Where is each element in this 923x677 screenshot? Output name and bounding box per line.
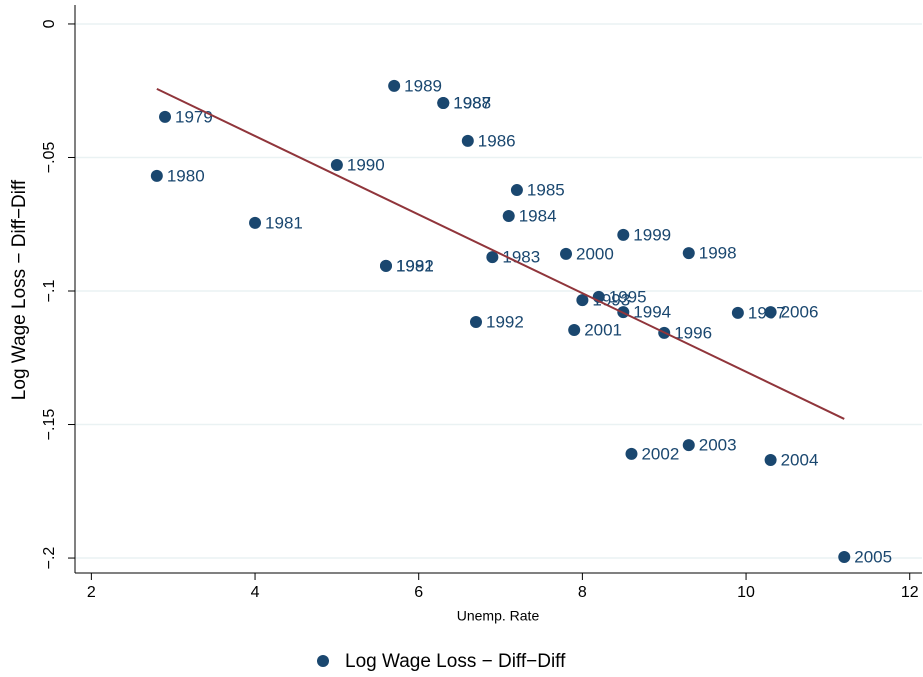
x-tick-label: 10 xyxy=(737,584,755,601)
point-label: 1986 xyxy=(478,131,516,150)
point xyxy=(469,315,482,328)
point xyxy=(576,294,589,307)
point-label: 2006 xyxy=(781,303,819,322)
point-label: 2004 xyxy=(781,451,819,470)
point-label: 1987 xyxy=(453,93,491,112)
point xyxy=(379,259,392,272)
point-label: 1988 xyxy=(453,93,491,112)
legend-marker xyxy=(317,655,329,667)
point xyxy=(461,134,474,147)
point xyxy=(617,228,630,241)
point-label: 1991 xyxy=(396,256,434,275)
point-label: 2005 xyxy=(854,547,892,566)
point xyxy=(838,550,851,563)
point-label: 1981 xyxy=(265,213,303,232)
point xyxy=(330,158,343,171)
point xyxy=(682,439,695,452)
point-label: 2002 xyxy=(641,444,679,463)
x-tick-label: 12 xyxy=(901,584,919,601)
point-label: 1980 xyxy=(167,166,205,185)
x-tick-label: 8 xyxy=(578,584,587,601)
point-label: 1979 xyxy=(175,107,213,126)
x-tick-label: 4 xyxy=(251,584,260,601)
point-label: 2003 xyxy=(699,436,737,455)
point xyxy=(159,110,172,123)
point xyxy=(682,247,695,260)
y-tick-label: 0 xyxy=(41,19,58,28)
y-tick-label: −.05 xyxy=(41,142,58,174)
point xyxy=(510,184,523,197)
point-label: 1989 xyxy=(404,76,442,95)
point-label: 1984 xyxy=(519,206,557,225)
point-label: 1982 xyxy=(396,256,434,275)
x-tick-label: 6 xyxy=(414,584,423,601)
point-label: 1998 xyxy=(699,244,737,263)
point xyxy=(764,454,777,467)
point xyxy=(388,79,401,92)
point-label: 1992 xyxy=(486,312,524,331)
point xyxy=(502,209,515,222)
x-tick-label: 2 xyxy=(87,584,96,601)
y-axis-title: Log Wage Loss − Diff−Diff xyxy=(9,179,30,400)
point xyxy=(437,97,450,110)
point-label: 1985 xyxy=(527,181,565,200)
x-axis-title: Unemp. Rate xyxy=(457,608,540,624)
point-label: 1995 xyxy=(609,287,647,306)
point xyxy=(764,306,777,319)
point xyxy=(731,306,744,319)
point xyxy=(486,251,499,264)
legend-label: Log Wage Loss − Diff−Diff xyxy=(345,651,566,672)
point xyxy=(249,216,262,229)
point-label: 1990 xyxy=(347,155,385,174)
point-label: 2001 xyxy=(584,320,622,339)
point-label: 1983 xyxy=(502,248,540,267)
y-tick-label: −.15 xyxy=(41,409,58,441)
point-label: 1996 xyxy=(674,323,712,342)
y-tick-label: −.1 xyxy=(41,280,58,303)
point xyxy=(625,447,638,460)
point xyxy=(568,323,581,336)
point xyxy=(150,169,163,182)
point xyxy=(560,247,573,260)
point-label: 1994 xyxy=(633,303,671,322)
point-label: 1999 xyxy=(633,225,671,244)
fit-line xyxy=(156,87,845,420)
y-tick-label: −.2 xyxy=(41,547,58,570)
point-label: 2000 xyxy=(576,244,614,263)
